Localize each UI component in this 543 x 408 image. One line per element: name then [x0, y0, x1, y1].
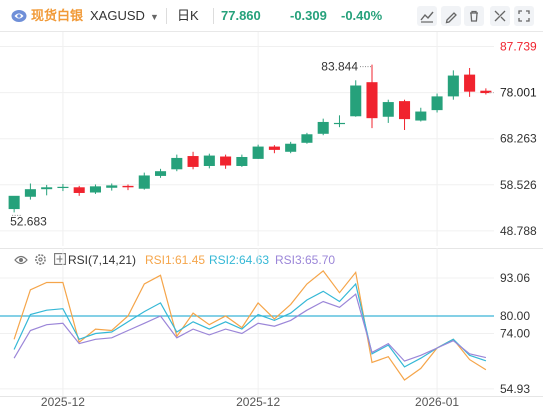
- expand-icon: [518, 10, 530, 22]
- candle-body: [447, 75, 459, 97]
- rsi-series-line-rsi2: [13, 282, 487, 368]
- candle-body: [220, 156, 232, 166]
- candle-body: [203, 155, 215, 166]
- logo-icon: [11, 10, 27, 22]
- rsi-y-tick-label: 74.00: [500, 326, 530, 340]
- rsi-y-tick-label: 93.06: [500, 271, 530, 285]
- rsi1-legend: RSI1:61.45: [145, 253, 206, 267]
- last-price: 77.860: [221, 8, 261, 23]
- candle-body: [41, 187, 53, 190]
- low-price-label: 52.683: [10, 214, 47, 228]
- candle-body: [415, 111, 427, 121]
- fullscreen-button[interactable]: [514, 6, 534, 26]
- symbol-selector[interactable]: XAGUSD: [90, 8, 145, 23]
- candle-body: [285, 143, 297, 152]
- gear-icon[interactable]: [34, 253, 47, 266]
- x-axis-tick-label: 2026-01: [415, 395, 459, 408]
- price-change-percent: -0.40%: [341, 8, 383, 23]
- draw-button[interactable]: [441, 6, 461, 26]
- candle-body: [57, 186, 69, 189]
- line-chart-icon: [420, 11, 434, 23]
- toolbar-divider: [213, 8, 214, 24]
- candle-body: [464, 74, 476, 92]
- candle-body: [155, 171, 167, 176]
- rsi-legend: RSI(7,14,21) RSI1:61.45 RSI2:64.63 RSI3:…: [0, 250, 543, 270]
- candle-body: [73, 187, 85, 193]
- rsi-series-line-rsi1: [13, 270, 487, 381]
- candle-body: [8, 195, 20, 210]
- rsi2-legend: RSI2:64.63: [209, 253, 270, 267]
- candle-body: [89, 186, 101, 193]
- candle-body: [24, 189, 36, 197]
- x-axis-tick-label: 2025-12: [41, 395, 85, 408]
- candle-body: [350, 85, 362, 117]
- delete-icon: [470, 10, 478, 22]
- candle-body: [431, 96, 443, 111]
- rsi-series-line-rsi3: [13, 293, 487, 362]
- rsi3-legend: RSI3:65.70: [275, 253, 336, 267]
- candle-body: [480, 90, 492, 94]
- layout-icon: [494, 10, 506, 22]
- candle-body: [333, 122, 345, 125]
- price-change: -0.309: [290, 8, 327, 23]
- candle-body: [106, 185, 118, 188]
- indicator-switch-icon[interactable]: [54, 253, 66, 265]
- candle-body: [252, 146, 264, 159]
- rsi-y-tick-label: 54.93: [500, 382, 530, 396]
- eye-icon[interactable]: [14, 254, 28, 266]
- chart-toolbar: 现货白银 XAGUSD ▼ 日K 77.860 -0.309 -0.40%: [0, 0, 543, 32]
- y-axis-tick-label: 58.526: [500, 178, 537, 192]
- rsi-y-tick-label: 80.00: [500, 309, 530, 323]
- candle-body: [122, 185, 134, 188]
- candle-body: [138, 175, 150, 189]
- candle-body: [366, 82, 378, 119]
- y-axis-tick-label: 68.263: [500, 132, 537, 146]
- candle-body: [301, 134, 313, 143]
- rsi-indicator-name[interactable]: RSI(7,14,21): [68, 253, 137, 267]
- layout-button[interactable]: [490, 6, 510, 26]
- candle-body: [317, 121, 329, 134]
- candle-body: [268, 146, 280, 150]
- candle-body: [187, 156, 199, 167]
- x-axis-tick-label: 2025-12: [236, 395, 280, 408]
- chevron-down-icon[interactable]: ▼: [150, 12, 159, 22]
- candle-body: [382, 102, 394, 117]
- rsi-chart[interactable]: 93.06 80.00 74.00 54.93 2025-12 2025-12 2026-0…: [0, 248, 543, 408]
- y-axis-tick-label: 48.788: [500, 224, 537, 238]
- candle-body: [171, 157, 183, 170]
- candlestick-chart[interactable]: 87.739 78.001 68.263 58.526 48.788 83.844 52.6…: [0, 32, 543, 246]
- high-price-label: 83.844: [321, 60, 358, 74]
- toolbar-divider: [166, 8, 167, 24]
- candle-body: [236, 156, 248, 166]
- delete-button[interactable]: [464, 6, 484, 26]
- y-axis-tick-label: 87.739: [500, 39, 537, 53]
- pen-icon: [445, 12, 457, 24]
- period-selector[interactable]: 日K: [177, 8, 199, 23]
- candle-body: [399, 101, 411, 120]
- y-axis-tick-label: 78.001: [500, 86, 537, 100]
- brand-name: 现货白银: [31, 8, 84, 23]
- line-chart-button[interactable]: [417, 6, 437, 26]
